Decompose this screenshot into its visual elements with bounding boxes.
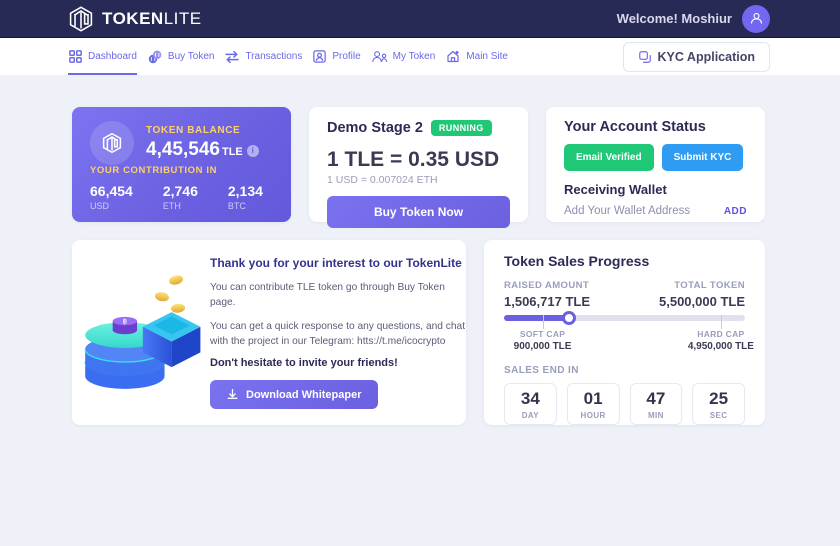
svg-text:฿: ฿ xyxy=(123,317,128,325)
